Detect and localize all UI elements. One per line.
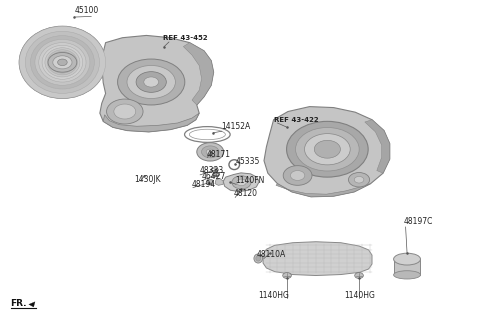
Circle shape (354, 176, 364, 183)
Circle shape (283, 273, 291, 278)
Circle shape (118, 59, 185, 105)
Circle shape (232, 176, 251, 189)
Ellipse shape (30, 36, 95, 89)
Circle shape (144, 77, 158, 87)
Text: 48194: 48194 (192, 180, 216, 189)
Circle shape (114, 104, 136, 119)
Polygon shape (276, 184, 371, 197)
Text: 1430JK: 1430JK (134, 175, 161, 184)
Ellipse shape (19, 26, 106, 98)
Polygon shape (394, 259, 420, 275)
Ellipse shape (42, 45, 83, 79)
Polygon shape (100, 35, 214, 132)
Ellipse shape (48, 50, 77, 75)
Polygon shape (183, 43, 214, 105)
Circle shape (197, 143, 224, 161)
Ellipse shape (394, 253, 420, 265)
Circle shape (202, 146, 219, 158)
Circle shape (107, 99, 143, 124)
Polygon shape (264, 107, 390, 197)
Polygon shape (29, 302, 35, 307)
Ellipse shape (51, 53, 73, 72)
Ellipse shape (54, 55, 71, 69)
Ellipse shape (49, 51, 75, 73)
Polygon shape (215, 178, 223, 185)
Circle shape (296, 128, 359, 171)
Polygon shape (103, 113, 199, 132)
Circle shape (314, 140, 340, 158)
Text: 1140HG: 1140HG (258, 291, 289, 300)
Text: 48333: 48333 (199, 167, 224, 175)
Text: REF 43-422: REF 43-422 (274, 117, 318, 123)
Text: 48120: 48120 (234, 190, 258, 198)
Circle shape (304, 133, 350, 165)
Text: 45100: 45100 (74, 6, 99, 15)
Ellipse shape (45, 48, 80, 77)
Circle shape (348, 173, 370, 187)
Circle shape (237, 179, 246, 186)
Text: 48171: 48171 (206, 150, 230, 159)
Circle shape (355, 273, 363, 278)
Ellipse shape (35, 39, 90, 85)
Polygon shape (223, 173, 259, 192)
Ellipse shape (19, 26, 106, 98)
Text: 46427: 46427 (202, 172, 226, 181)
Text: REF 43-452: REF 43-452 (163, 35, 208, 41)
Ellipse shape (53, 54, 72, 70)
Ellipse shape (394, 271, 420, 279)
Ellipse shape (39, 43, 86, 82)
Circle shape (136, 72, 166, 92)
Ellipse shape (25, 31, 99, 93)
Ellipse shape (256, 256, 261, 261)
Circle shape (48, 52, 77, 72)
Circle shape (58, 59, 67, 66)
Text: FR.: FR. (11, 299, 27, 308)
Text: 14152A: 14152A (221, 122, 250, 131)
Circle shape (290, 171, 305, 180)
Polygon shape (365, 120, 390, 173)
Circle shape (206, 149, 214, 154)
Circle shape (127, 66, 175, 98)
Text: 1140HG: 1140HG (345, 291, 375, 300)
Circle shape (283, 166, 312, 185)
Circle shape (287, 121, 368, 177)
Ellipse shape (254, 254, 263, 263)
Text: 48110A: 48110A (256, 250, 286, 259)
Text: 48197C: 48197C (403, 217, 432, 226)
Text: 1140FN: 1140FN (235, 176, 264, 185)
Circle shape (53, 56, 72, 69)
Polygon shape (263, 242, 372, 276)
Text: 45335: 45335 (235, 157, 260, 166)
Polygon shape (207, 180, 213, 184)
